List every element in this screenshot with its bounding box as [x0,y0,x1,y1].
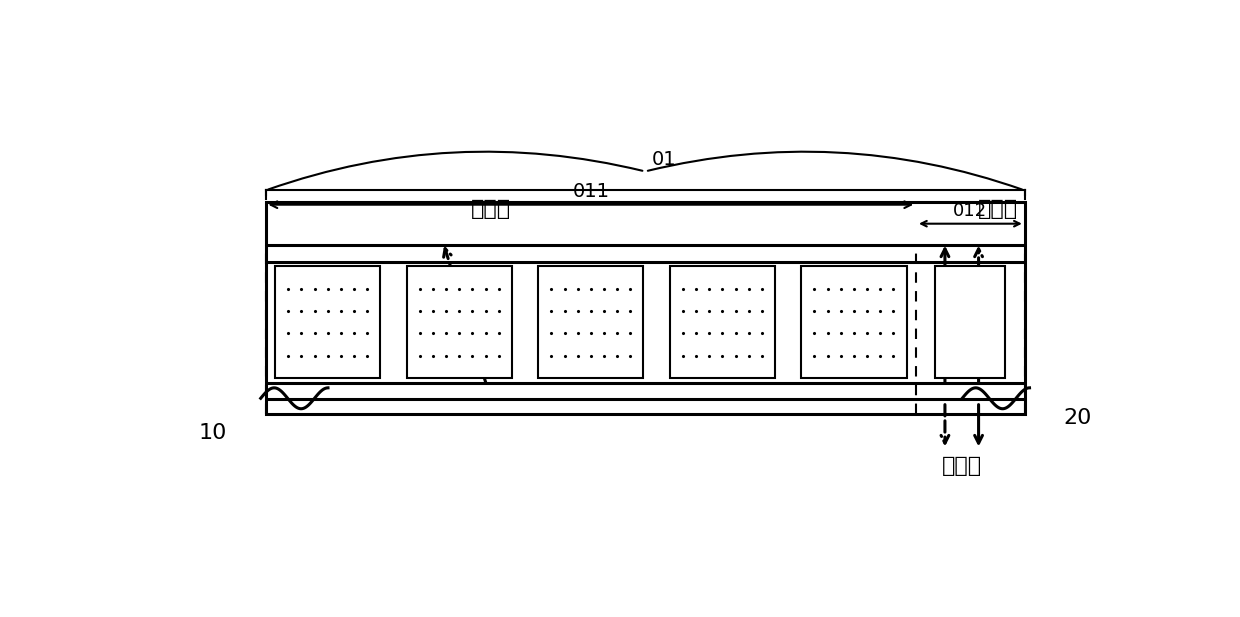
Bar [670,267,775,378]
Bar [801,267,906,378]
Bar [265,202,1024,414]
Bar [407,267,512,378]
Text: 环境光: 环境光 [941,457,982,476]
Text: 20: 20 [1064,408,1091,428]
Text: 屏幕光: 屏幕光 [977,199,1018,219]
Text: 01: 01 [652,150,677,169]
Text: 012: 012 [954,202,987,220]
Bar [538,267,644,378]
Text: 011: 011 [573,182,609,201]
Text: 10: 10 [198,423,227,443]
Text: 屏幕光: 屏幕光 [471,199,511,219]
Bar [935,267,1006,378]
Bar [275,267,381,378]
